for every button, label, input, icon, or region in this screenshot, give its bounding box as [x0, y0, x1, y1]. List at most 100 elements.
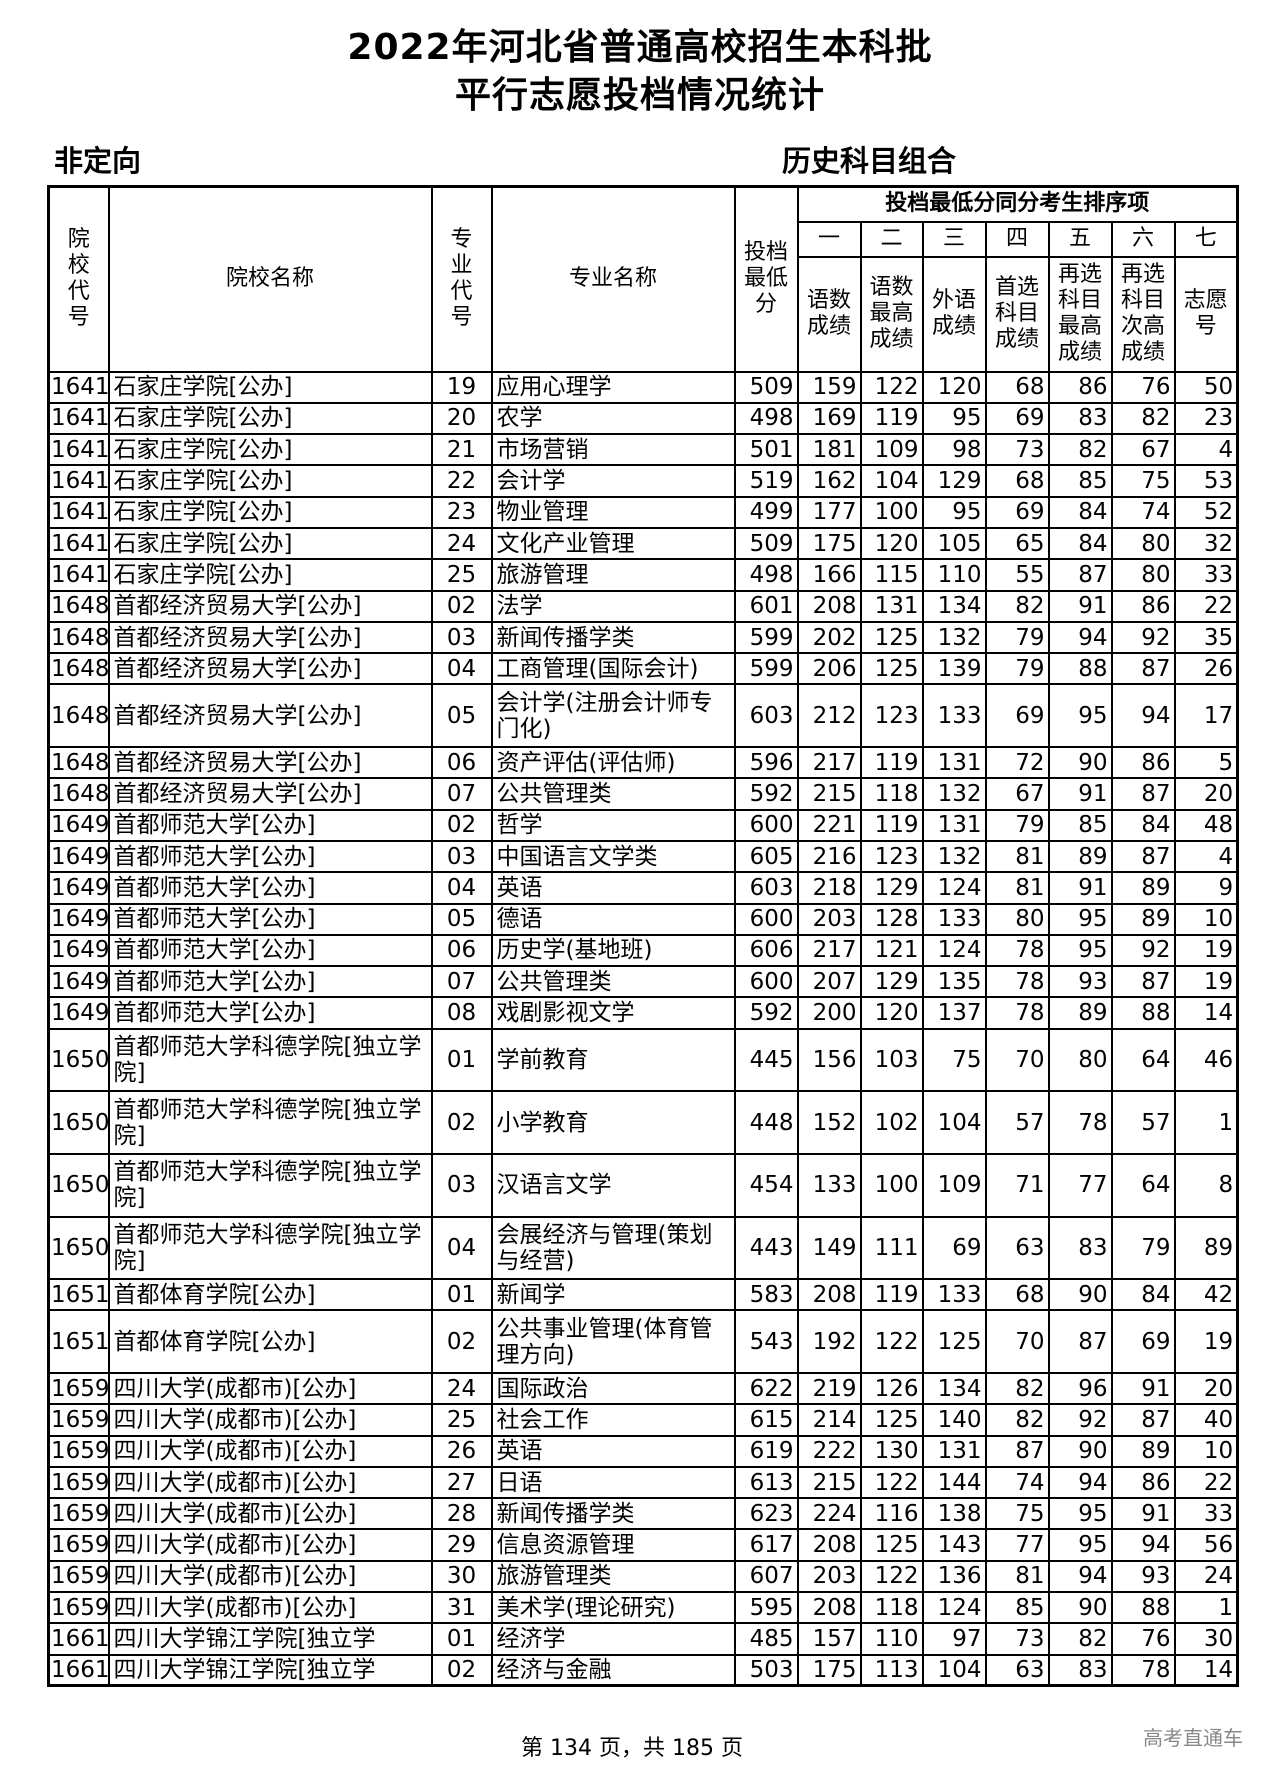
table-row: 1649 首都师范大学[公办] 03 中国语言文学类 605 216 123 132 81 89 8…	[47, 839, 1239, 874]
cell-second-subject-max-score: 88	[1047, 652, 1113, 686]
table-row: 1648 首都经济贸易大学[公办] 06 资产评估(评估师) 596 217 119 131 7…	[47, 746, 1239, 780]
cell-foreign-language-score: 109	[921, 1152, 987, 1218]
cell-preference-number: 19	[1173, 933, 1239, 968]
cell-school-name: 首都师范大学科德学院[独立学院]	[107, 1152, 433, 1218]
cell-major-name: 经济学	[490, 1622, 736, 1656]
cell-yushu-max-score: 129	[859, 871, 924, 905]
cell-yushu-max-score: 100	[859, 495, 924, 529]
cell-yushu-max-score: 122	[859, 1309, 924, 1374]
cell-major-code: 20	[430, 401, 493, 436]
cell-school-name: 首都经济贸易大学[公办]	[107, 777, 433, 811]
cell-school-code: 1659	[47, 1591, 110, 1625]
cell-second-subject-max-score: 83	[1047, 401, 1113, 436]
cell-school-code: 1651	[47, 1309, 110, 1374]
cell-foreign-language-score: 133	[921, 1278, 987, 1312]
cell-major-name: 工商管理(国际会计)	[490, 652, 736, 686]
cell-yushu-max-score: 123	[859, 683, 924, 749]
cell-school-code: 1659	[47, 1559, 110, 1594]
cell-foreign-language-score: 139	[921, 652, 987, 686]
cell-first-subject-score: 77	[984, 1528, 1050, 1562]
cell-yushu-score: 152	[796, 1090, 862, 1155]
cell-first-subject-score: 81	[984, 871, 1050, 905]
cell-school-name: 首都经济贸易大学[公办]	[107, 746, 433, 780]
cell-major-name: 会计学(注册会计师专门化)	[490, 683, 736, 749]
cell-foreign-language-score: 138	[921, 1497, 987, 1531]
cell-preference-number: 50	[1173, 370, 1239, 404]
cell-min-score: 443	[733, 1215, 799, 1281]
cell-yushu-score: 217	[796, 933, 862, 968]
cell-major-code: 07	[430, 777, 493, 811]
cell-second-subject-max-score: 89	[1047, 996, 1113, 1030]
cell-foreign-language-score: 137	[921, 996, 987, 1030]
cell-foreign-language-score: 133	[921, 902, 987, 936]
cell-school-name: 四川大学(成都市)[公办]	[107, 1371, 433, 1406]
cell-foreign-language-score: 132	[921, 839, 987, 874]
cell-second-subject-next-score: 92	[1110, 620, 1176, 655]
cell-major-name: 公共事业管理(体育管理方向)	[490, 1309, 736, 1374]
cell-min-score: 498	[733, 558, 799, 592]
cell-second-subject-max-score: 83	[1047, 1653, 1113, 1687]
cell-preference-number: 4	[1173, 433, 1239, 467]
cell-major-name: 信息资源管理	[490, 1528, 736, 1562]
cell-school-name: 四川大学(成都市)[公办]	[107, 1434, 433, 1468]
admission-table: 院校代号 院校名称 专业代号 专业名称 投档最低分 投档最低分同分考生排序项 一…	[47, 185, 1240, 1688]
cell-foreign-language-score: 69	[921, 1215, 987, 1281]
cell-major-code: 02	[430, 1090, 493, 1155]
cell-second-subject-next-score: 75	[1110, 464, 1176, 498]
cell-second-subject-next-score: 89	[1110, 1434, 1176, 1468]
cell-major-code: 08	[430, 996, 493, 1030]
cell-min-score: 617	[733, 1528, 799, 1562]
table-row: 1648 首都经济贸易大学[公办] 02 法学 601 208 131 134 82 91 86 22	[47, 589, 1239, 623]
cell-major-name: 英语	[490, 871, 736, 905]
cell-min-score: 498	[733, 401, 799, 436]
cell-yushu-score: 157	[796, 1622, 862, 1656]
header-major-name: 专业名称	[490, 185, 736, 373]
cell-yushu-max-score: 103	[859, 1027, 924, 1093]
cell-yushu-max-score: 125	[859, 1403, 924, 1437]
cell-yushu-score: 149	[796, 1215, 862, 1281]
cell-second-subject-max-score: 87	[1047, 1309, 1113, 1374]
cell-yushu-max-score: 120	[859, 996, 924, 1030]
table-row: 1659 四川大学(成都市)[公办] 24 国际政治 622 219 126 134 82 96 9…	[47, 1371, 1239, 1406]
cell-school-name: 首都经济贸易大学[公办]	[107, 652, 433, 686]
cell-school-code: 1650	[47, 1090, 110, 1155]
cell-second-subject-next-score: 86	[1110, 589, 1176, 623]
cell-foreign-language-score: 129	[921, 464, 987, 498]
cell-school-name: 首都师范大学[公办]	[107, 839, 433, 874]
cell-first-subject-score: 79	[984, 808, 1050, 842]
cell-preference-number: 48	[1173, 808, 1239, 842]
cell-major-code: 02	[430, 1653, 493, 1687]
cell-preference-number: 20	[1173, 1371, 1239, 1406]
cell-second-subject-max-score: 95	[1047, 1497, 1113, 1531]
cell-second-subject-max-score: 90	[1047, 1278, 1113, 1312]
cell-preference-number: 22	[1173, 1465, 1239, 1500]
cell-major-code: 05	[430, 683, 493, 749]
cell-first-subject-score: 80	[984, 902, 1050, 936]
cell-preference-number: 52	[1173, 495, 1239, 529]
cell-first-subject-score: 69	[984, 495, 1050, 529]
cell-school-code: 1648	[47, 746, 110, 780]
table-row: 1651 首都体育学院[公办] 02 公共事业管理(体育管理方向) 543 192 122 1…	[47, 1309, 1239, 1374]
cell-min-score: 592	[733, 777, 799, 811]
cell-preference-number: 89	[1173, 1215, 1239, 1281]
cell-major-name: 法学	[490, 589, 736, 623]
cell-second-subject-max-score: 96	[1047, 1371, 1113, 1406]
cell-yushu-max-score: 122	[859, 1465, 924, 1500]
cell-second-subject-next-score: 87	[1110, 965, 1176, 999]
cell-major-code: 31	[430, 1591, 493, 1625]
cell-second-subject-max-score: 78	[1047, 1090, 1113, 1155]
cell-min-score: 592	[733, 996, 799, 1030]
cell-min-score: 454	[733, 1152, 799, 1218]
subject-group-label: 历史科目组合	[782, 144, 957, 178]
cell-school-code: 1648	[47, 777, 110, 811]
cell-school-name: 石家庄学院[公办]	[107, 526, 433, 561]
header-school-code: 院校代号	[47, 185, 110, 373]
cell-yushu-max-score: 119	[859, 401, 924, 436]
cell-school-name: 石家庄学院[公办]	[107, 464, 433, 498]
cell-second-subject-next-score: 87	[1110, 1403, 1176, 1437]
cell-yushu-max-score: 131	[859, 589, 924, 623]
cell-second-subject-max-score: 90	[1047, 1591, 1113, 1625]
cell-second-subject-max-score: 93	[1047, 965, 1113, 999]
cell-preference-number: 53	[1173, 464, 1239, 498]
cell-first-subject-score: 68	[984, 464, 1050, 498]
